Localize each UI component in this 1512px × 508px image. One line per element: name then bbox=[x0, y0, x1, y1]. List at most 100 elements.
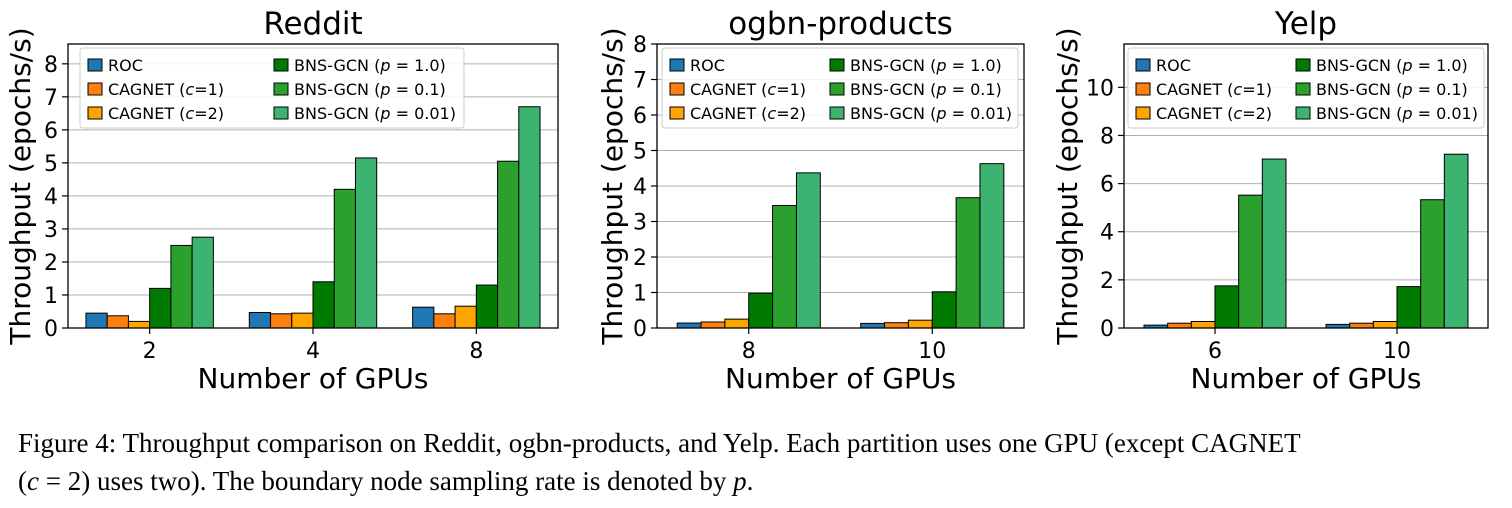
legend-label-1: CAGNET (c=1) bbox=[108, 80, 224, 99]
plot-frame bbox=[67, 43, 559, 329]
x-axis-label: Number of GPUs bbox=[1191, 362, 1422, 395]
caption-var-p: p bbox=[733, 466, 747, 496]
chart-title: Yelp bbox=[1274, 6, 1337, 42]
x-tick-label: 2 bbox=[143, 339, 157, 364]
bar-2-series-4 bbox=[170, 244, 193, 329]
caption-paren: ( bbox=[18, 466, 27, 496]
legend-label-0: ROC bbox=[690, 56, 725, 75]
caption-period: . bbox=[746, 466, 754, 496]
y-tick-label: 2 bbox=[1100, 269, 1114, 294]
x-tick-label: 8 bbox=[469, 339, 483, 364]
bar-10-series-2 bbox=[1372, 321, 1398, 329]
y-tick-label: 6 bbox=[1100, 173, 1114, 198]
legend-box bbox=[79, 47, 465, 129]
y-axis-label: Throughput (epochs/s) bbox=[4, 27, 37, 345]
y-tick-label: 4 bbox=[633, 175, 647, 200]
legend-swatch-5 bbox=[829, 106, 845, 120]
x-tick-label: 4 bbox=[306, 339, 320, 364]
y-axis-label: Throughput (epochs/s) bbox=[596, 27, 629, 345]
legend-swatch-0 bbox=[87, 58, 103, 72]
legend-label-2: CAGNET (c=2) bbox=[1156, 104, 1272, 123]
legend-label-0: ROC bbox=[108, 56, 143, 75]
bar-2-series-5 bbox=[191, 236, 214, 329]
bar-2-series-3 bbox=[149, 287, 172, 329]
y-axis-label: Throughput (epochs/s) bbox=[1051, 27, 1084, 345]
bar-4-series-3 bbox=[312, 281, 335, 329]
bar-8-series-1 bbox=[700, 321, 726, 329]
bar-6-series-2 bbox=[1190, 321, 1216, 329]
bar-8-series-5 bbox=[518, 106, 541, 329]
legend-label-2: CAGNET (c=2) bbox=[690, 104, 806, 123]
legend-label-3: BNS-GCN (p = 1.0) bbox=[850, 56, 1002, 75]
legend: ROC CAGNET (c=1) CAGNET (c=2) BNS-GCN (p = … bbox=[661, 47, 1019, 129]
legend-label-5: BNS-GCN (p = 0.01) bbox=[1316, 104, 1478, 123]
bar-2-series-2 bbox=[127, 320, 151, 329]
bar-6-series-4 bbox=[1238, 194, 1263, 329]
chart-panel-0: 0 1 2 3 4 5 6 7 8 2 4 8 Reddit Number of GPUs Throughp… bbox=[4, 6, 559, 395]
caption-line-2: (c = 2) uses two). The boundary node sam… bbox=[18, 462, 1498, 500]
figure-caption: Figure 4: Throughput comparison on Reddi… bbox=[18, 424, 1498, 500]
y-tick-label: 2 bbox=[44, 251, 58, 276]
bar-8-series-4 bbox=[497, 160, 520, 329]
bar-10-series-4 bbox=[955, 197, 981, 329]
plot-frame bbox=[1123, 43, 1489, 329]
bar-8-series-1 bbox=[433, 313, 456, 329]
legend-swatch-4 bbox=[273, 82, 289, 96]
legend-label-4: BNS-GCN (p = 0.1) bbox=[850, 80, 1002, 99]
y-tick-label: 0 bbox=[1100, 317, 1114, 342]
y-tick-label: 4 bbox=[1100, 221, 1114, 246]
bar-10-series-2 bbox=[907, 319, 933, 329]
legend-swatch-1 bbox=[669, 82, 685, 96]
bar-10-series-3 bbox=[931, 291, 957, 329]
y-tick-label: 4 bbox=[44, 185, 58, 210]
x-axis-label: Number of GPUs bbox=[725, 362, 956, 395]
x-tick-label: 10 bbox=[1383, 339, 1411, 364]
bar-8-series-0 bbox=[676, 322, 702, 329]
caption-var-c: c bbox=[27, 466, 39, 496]
bar-4-series-1 bbox=[270, 313, 293, 329]
bar-10-series-5 bbox=[979, 163, 1005, 329]
legend-swatch-0 bbox=[669, 58, 685, 72]
legend-swatch-3 bbox=[273, 58, 289, 72]
bar-4-series-5 bbox=[354, 157, 378, 329]
figure-charts: 0 1 2 3 4 5 6 7 8 2 4 8 Reddit Number of GPUs Throughp… bbox=[4, 6, 1489, 395]
y-tick-label: 8 bbox=[633, 33, 647, 58]
legend: ROC CAGNET (c=1) CAGNET (c=2) BNS-GCN (p = … bbox=[79, 47, 465, 129]
x-tick-label: 8 bbox=[742, 339, 756, 364]
bar-2-series-1 bbox=[106, 315, 129, 329]
legend-swatch-2 bbox=[1135, 106, 1151, 120]
y-tick-label: 7 bbox=[633, 69, 647, 94]
y-tick-label: 1 bbox=[44, 284, 58, 309]
y-tick-label: 7 bbox=[44, 86, 58, 111]
bar-4-series-0 bbox=[248, 311, 272, 329]
legend-swatch-2 bbox=[87, 106, 103, 120]
chart-title: Reddit bbox=[263, 6, 362, 42]
legend-swatch-5 bbox=[1295, 106, 1311, 120]
bar-8-series-0 bbox=[412, 306, 435, 329]
legend-label-5: BNS-GCN (p = 0.01) bbox=[850, 104, 1012, 123]
y-tick-label: 3 bbox=[633, 211, 647, 236]
y-tick-label: 0 bbox=[44, 317, 58, 342]
legend-label-2: CAGNET (c=2) bbox=[108, 104, 224, 123]
bar-10-series-1 bbox=[884, 322, 909, 329]
chart-title: ogbn-products bbox=[728, 6, 953, 42]
bar-10-series-4 bbox=[1420, 199, 1445, 329]
y-tick-label: 6 bbox=[633, 104, 647, 129]
bar-10-series-0 bbox=[860, 322, 886, 329]
caption-text: = 2) uses two). The boundary node sampli… bbox=[38, 466, 734, 496]
legend-swatch-4 bbox=[1295, 82, 1311, 96]
y-tick-label: 0 bbox=[633, 317, 647, 342]
y-tick-label: 6 bbox=[44, 119, 58, 144]
x-tick-label: 6 bbox=[1208, 339, 1222, 364]
legend-swatch-3 bbox=[829, 58, 845, 72]
bar-4-series-2 bbox=[291, 312, 314, 329]
y-tick-label: 1 bbox=[633, 282, 647, 307]
legend-swatch-3 bbox=[1295, 58, 1311, 72]
bar-6-series-1 bbox=[1167, 322, 1192, 329]
bar-10-series-3 bbox=[1396, 286, 1422, 329]
bar-6-series-5 bbox=[1261, 158, 1287, 329]
y-tick-label: 8 bbox=[1100, 124, 1114, 149]
legend-label-4: BNS-GCN (p = 0.1) bbox=[294, 80, 446, 99]
y-tick-label: 10 bbox=[1086, 76, 1114, 101]
bar-6-series-3 bbox=[1214, 285, 1240, 329]
